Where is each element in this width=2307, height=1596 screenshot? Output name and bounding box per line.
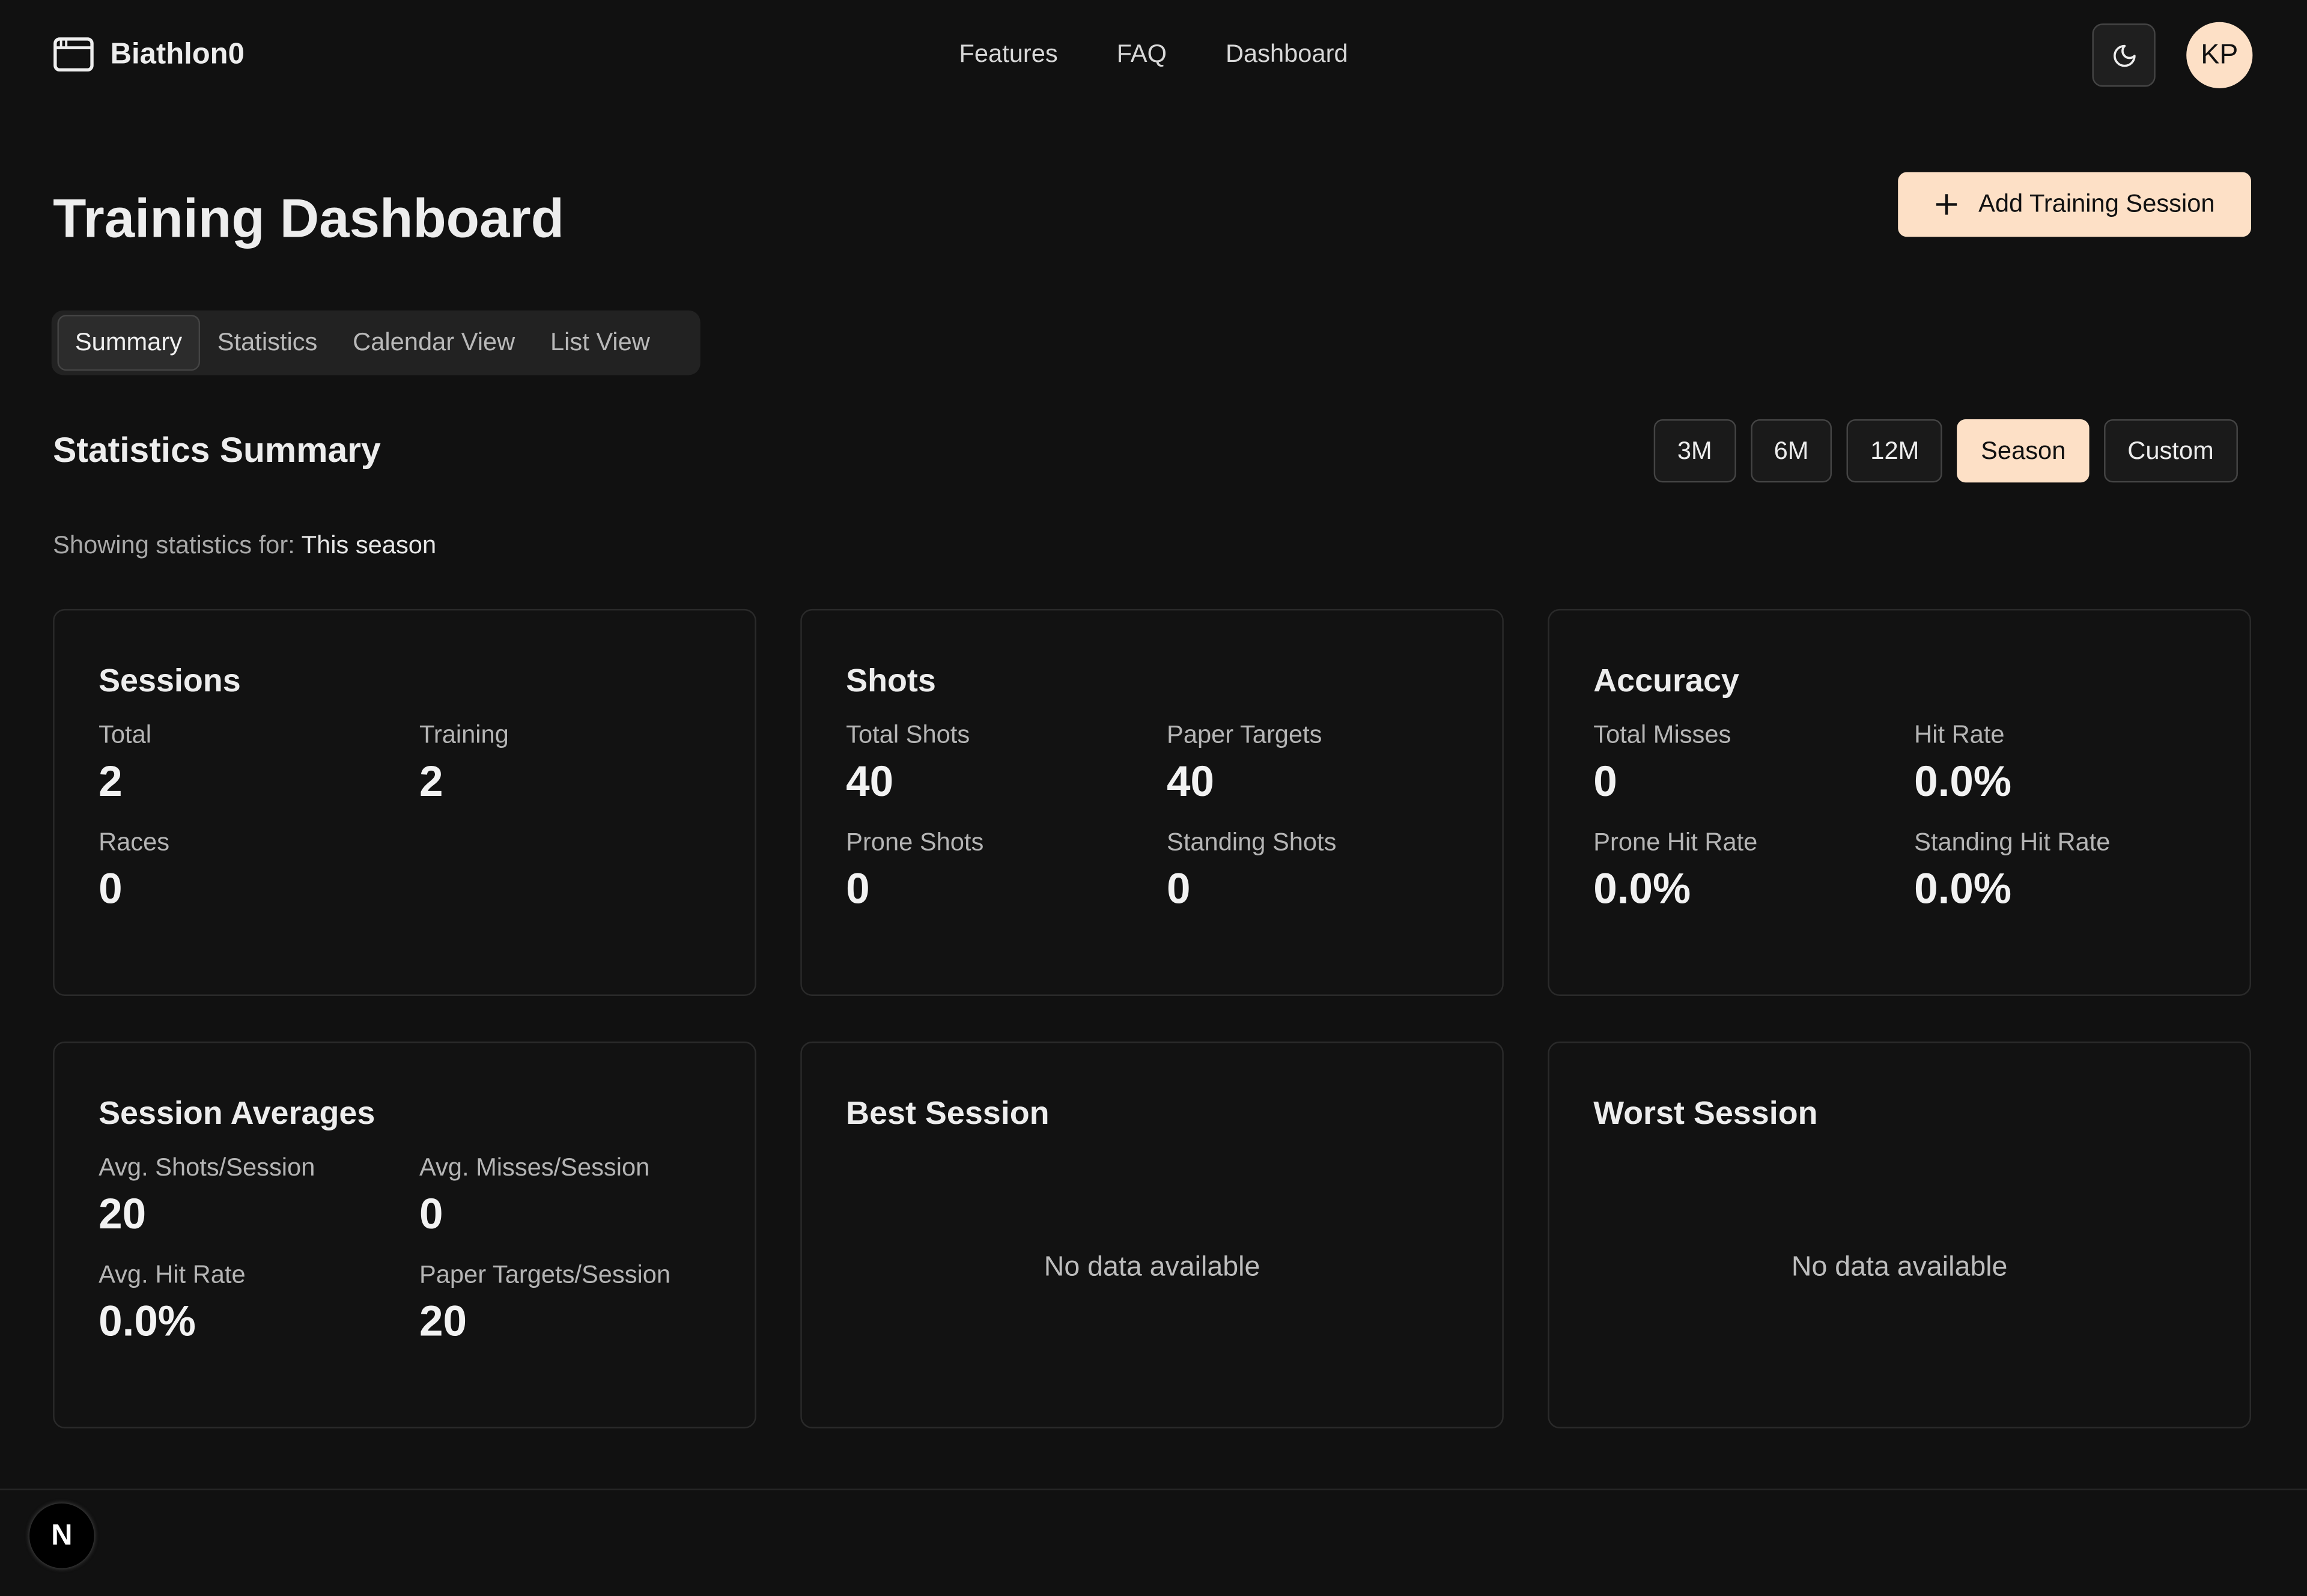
best-session-card: Best Session No data available [800, 1041, 1504, 1428]
brand-name: Biathlon0 [110, 37, 245, 70]
add-training-session-button[interactable]: Add Training Session [1898, 172, 2251, 237]
nextjs-dev-badge[interactable]: N [29, 1503, 94, 1568]
stat-value: 0 [1593, 759, 1617, 807]
range-custom-button[interactable]: Custom [2104, 419, 2237, 483]
stat-label: Prone Shots [846, 828, 984, 857]
stat-avg-misses: Avg. Misses/Session 0 [419, 1153, 740, 1240]
session-averages-card: Session Averages Avg. Shots/Session 20 Av… [53, 1041, 756, 1428]
stat-label: Avg. Misses/Session [419, 1153, 650, 1182]
moon-icon [2112, 44, 2135, 67]
footer-divider [0, 1488, 2307, 1490]
stat-value: 20 [419, 1299, 467, 1346]
stat-races: Races 0 [99, 828, 419, 915]
stat-total-shots: Total Shots 40 [846, 721, 1167, 807]
stat-value: 0 [419, 1191, 443, 1239]
nav-dashboard[interactable]: Dashboard [1225, 40, 1348, 68]
stat-value: 0 [846, 866, 870, 914]
card-title: Best Session [846, 1094, 1050, 1132]
stat-label: Hit Rate [1914, 721, 2005, 749]
stat-avg-hit-rate: Avg. Hit Rate 0.0% [99, 1261, 419, 1347]
card-title: Shots [846, 662, 936, 699]
card-title: Sessions [99, 662, 241, 699]
stat-value: 2 [99, 759, 123, 807]
shots-card: Shots Total Shots 40 Paper Targets 40 Pron… [800, 608, 1504, 996]
tab-calendar-view[interactable]: Calendar View [353, 328, 515, 356]
stat-label: Paper Targets/Session [419, 1260, 671, 1289]
range-season-button[interactable]: Season [1957, 419, 2090, 483]
stat-value: 0.0% [99, 1299, 196, 1346]
stat-label: Total [99, 721, 152, 749]
stat-prone-hit-rate: Prone Hit Rate 0.0% [1593, 828, 1914, 915]
stat-label: Standing Hit Rate [1914, 828, 2111, 857]
theme-toggle-button[interactable] [2092, 23, 2156, 87]
nav-features[interactable]: Features [959, 40, 1058, 68]
add-button-label: Add Training Session [1978, 189, 2215, 218]
stat-training: Training 2 [419, 721, 740, 807]
user-avatar[interactable]: KP [2186, 22, 2253, 88]
view-tabs: Summary Statistics Calendar View List Vi… [51, 310, 701, 375]
browser-window-icon [53, 37, 94, 72]
stat-prone-shots: Prone Shots 0 [846, 828, 1167, 915]
showing-text: Showing statistics for: This season [53, 531, 436, 560]
sessions-card: Sessions Total 2 Training 2 Races 0 [53, 608, 756, 996]
main-nav: Features FAQ Dashboard [0, 40, 2307, 69]
stat-label: Paper Targets [1167, 721, 1322, 749]
stat-label: Prone Hit Rate [1593, 828, 1758, 857]
stat-standing-shots: Standing Shots 0 [1167, 828, 1488, 915]
page-title: Training Dashboard [53, 188, 565, 249]
worst-session-card: Worst Session No data available [1548, 1041, 2251, 1428]
range-3m-button[interactable]: 3M [1653, 419, 1736, 483]
range-12m-button[interactable]: 12M [1847, 419, 1943, 483]
stat-label: Avg. Hit Rate [99, 1260, 246, 1289]
accuracy-card: Accuracy Total Misses 0 Hit Rate 0.0% Pron… [1548, 608, 2251, 996]
brand-logo[interactable]: Biathlon0 [53, 37, 245, 72]
stat-total-misses: Total Misses 0 [1593, 721, 1914, 807]
stat-value: 0 [99, 866, 123, 914]
stat-label: Races [99, 828, 170, 857]
range-6m-button[interactable]: 6M [1750, 419, 1832, 483]
card-title: Worst Session [1593, 1094, 1818, 1132]
tab-summary[interactable]: Summary [57, 315, 200, 371]
plus-icon [1936, 194, 1957, 215]
stat-value: 0.0% [1914, 866, 2012, 914]
showing-prefix: Showing statistics for: [53, 531, 295, 559]
showing-value: This season [301, 531, 437, 559]
stat-label: Standing Shots [1167, 828, 1337, 857]
stat-value: 0 [1167, 866, 1191, 914]
empty-state: No data available [1791, 1252, 2008, 1283]
stat-value: 40 [1167, 759, 1215, 807]
tab-list-view[interactable]: List View [550, 328, 650, 356]
stat-avg-shots: Avg. Shots/Session 20 [99, 1153, 419, 1240]
stat-total: Total 2 [99, 721, 419, 807]
stat-label: Training [419, 721, 509, 749]
stat-value: 0.0% [1593, 866, 1691, 914]
stat-hit-rate: Hit Rate 0.0% [1914, 721, 2235, 807]
stat-value: 2 [419, 759, 443, 807]
range-selector: 3M 6M 12M Season Custom [1653, 419, 2237, 483]
stat-label: Total Misses [1593, 721, 1731, 749]
nav-faq[interactable]: FAQ [1116, 40, 1167, 68]
stat-value: 20 [99, 1191, 147, 1239]
card-title: Session Averages [99, 1094, 375, 1132]
stat-label: Total Shots [846, 721, 970, 749]
stat-value: 40 [846, 759, 894, 807]
section-title: Statistics Summary [53, 431, 381, 471]
card-title: Accuracy [1593, 662, 1739, 699]
stat-label: Avg. Shots/Session [99, 1153, 315, 1182]
stat-value: 0.0% [1914, 759, 2012, 807]
stat-paper-targets: Paper Targets 40 [1167, 721, 1488, 807]
stat-paper-targets-session: Paper Targets/Session 20 [419, 1261, 740, 1347]
tab-statistics[interactable]: Statistics [217, 328, 318, 356]
stat-standing-hit-rate: Standing Hit Rate 0.0% [1914, 828, 2235, 915]
empty-state: No data available [1044, 1252, 1260, 1283]
